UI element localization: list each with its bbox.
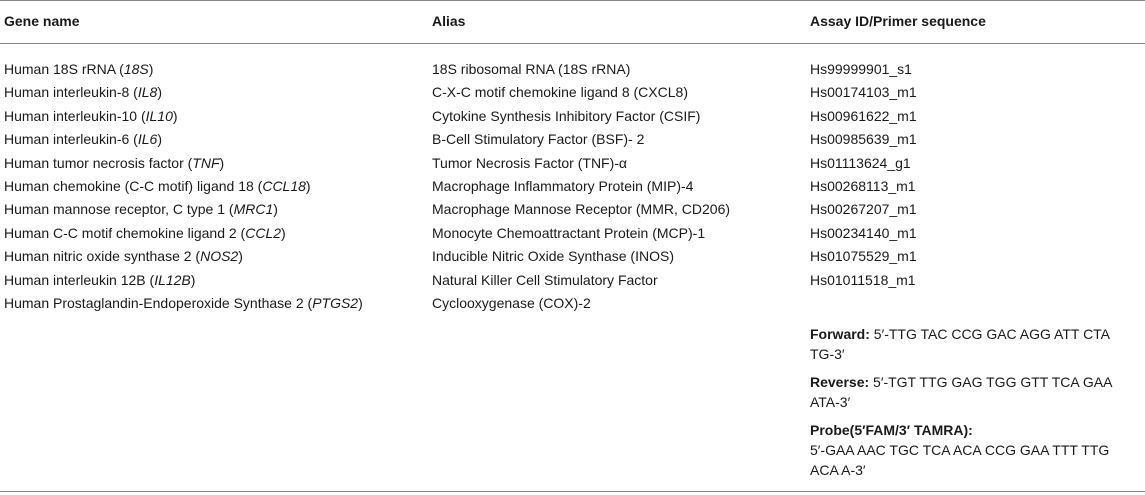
gene-name-cell: Human C-C motif chemokine ligand 2 (CCL2… [4,224,286,242]
gene-name-text: Human nitric oxide synthase 2 ( [4,248,201,265]
forward-label: Forward: [810,326,870,342]
reverse-primer: Reverse: 5′-TGT TTG GAG TGG GTT TCA GAA … [810,372,1145,412]
alias-cell: Tumor Necrosis Factor (TNF)-α [432,154,628,171]
gene-name-close: ) [281,224,286,241]
gene-name-text: Human interleukin-8 ( [4,84,138,101]
gene-name-text: Human tumor necrosis factor ( [4,154,193,171]
gene-symbol: MRC1 [233,201,274,218]
forward-primer: Forward: 5′-TTG TAC CCG GAC AGG ATT CTA … [810,324,1145,364]
gene-name-cell: Human chemokine (C-C motif) ligand 18 (C… [4,177,311,195]
assay-id-cell: Hs00174103_m1 [810,84,917,101]
header-gene-name: Gene name [4,13,80,29]
reverse-seq-line1: 5′-TGT TTG GAG TGG GTT TCA GAA [869,374,1113,390]
alias-cell: Cytokine Synthesis Inhibitory Factor (CS… [432,107,701,124]
table-row: Human chemokine (C-C motif) ligand 18 (C… [0,177,1145,200]
assay-id-cell: Hs00268113_m1 [810,177,916,194]
gene-symbol: 18S [123,61,149,77]
gene-name-text: Human interleukin-6 ( [4,131,138,148]
gene-symbol: IL8 [137,84,158,101]
gene-name-close: ) [190,271,196,288]
gene-symbol: CCL2 [245,224,282,241]
probe-primer: Probe(5′FAM/3′ TAMRA): 5′-GAA AAC TGC TC… [810,420,1145,480]
reverse-label: Reverse: [810,374,870,390]
header-rule [0,43,1145,44]
gene-name-close: ) [305,177,311,194]
gene-name-close: ) [238,248,243,265]
table-row: Human interleukin 12B (IL12B) Natural Kil… [0,271,1145,294]
gene-symbol: CCL18 [262,177,306,194]
header-alias: Alias [432,13,466,29]
assay-id-cell: Hs00985639_m1 [810,131,917,148]
table-row: Human interleukin-10 (IL10) Cytokine Synt… [0,107,1145,130]
gene-name-cell: Human nitric oxide synthase 2 (NOS2) [4,247,243,265]
alias-cell: Cyclooxygenase (COX)-2 [432,294,591,311]
gene-name-close: ) [219,154,225,171]
gene-name-close: ) [358,294,363,311]
gene-name-cell: Human mannose receptor, C type 1 (MRC1) [4,200,278,218]
alias-cell: B-Cell Stimulatory Factor (BSF)- 2 [432,131,645,148]
table-row: Human nitric oxide synthase 2 (NOS2) Indu… [0,247,1145,270]
gene-name-text: Human mannose receptor, C type 1 ( [4,201,234,218]
gene-name-close: ) [273,201,278,218]
probe-seq-line2: ACA A-3′ [810,462,866,478]
gene-name-text: Human interleukin-10 ( [4,107,146,124]
gene-symbol: TNF [192,154,220,171]
gene-name-cell: Human interleukin-8 (IL8) [4,83,162,101]
gene-name-text: Human Prostaglandin-Endoperoxide Synthas… [4,294,313,311]
table-row: Human tumor necrosis factor (TNF) Tumor N… [0,154,1145,177]
table-row: Human mannose receptor, C type 1 (MRC1) M… [0,200,1145,223]
gene-name-cell: Human Prostaglandin-Endoperoxide Synthas… [4,294,363,312]
gene-name-close: ) [157,84,162,101]
gene-symbol: NOS2 [200,248,239,265]
gene-name-text: Human C-C motif chemokine ligand 2 ( [4,224,246,241]
table-row: Human interleukin-6 (IL6) B-Cell Stimulat… [0,130,1145,153]
alias-cell: Monocyte Chemoattractant Protein (MCP)-1 [432,224,706,241]
assay-id-cell: Hs99999901_s1 [810,61,912,77]
table-row: Human 18S rRNA (18S) 18S ribosomal RNA (1… [0,60,1145,83]
ptgs2-primers: Forward: 5′-TTG TAC CCG GAC AGG ATT CTA … [810,324,1145,488]
gene-symbol: IL12B [154,271,191,288]
top-rule [0,0,1145,1]
gene-name-cell: Human interleukin-6 (IL6) [4,130,162,148]
gene-name-close: ) [157,131,162,148]
forward-seq-line1: 5′-TTG TAC CCG GAC AGG ATT CTA [869,326,1111,342]
assay-id-cell: Hs01011518_m1 [810,271,916,288]
alias-cell: Macrophage Mannose Receptor (MMR, CD206) [432,201,731,218]
probe-label: Probe(5′FAM/3′ TAMRA): [810,422,973,438]
table-row: Human C-C motif chemokine ligand 2 (CCL2… [0,224,1145,247]
assay-id-cell: Hs01075529_m1 [810,248,917,265]
alias-cell: Inducible Nitric Oxide Synthase (INOS) [432,248,674,265]
forward-seq-line2: TG-3′ [810,346,845,362]
header-assay-id: Assay ID/Primer sequence [810,13,986,29]
gene-symbol: PTGS2 [312,294,359,311]
alias-cell: Macrophage Inflammatory Protein (MIP)-4 [432,177,694,194]
assay-id-cell: Hs00267207_m1 [810,201,917,218]
gene-name-close: ) [148,61,154,77]
gene-name-cell: Human 18S rRNA (18S) [4,60,153,78]
alias-cell: Natural Killer Cell Stimulatory Factor [432,271,658,288]
assay-id-cell: Hs00961622_m1 [810,107,917,124]
table-row: Human Prostaglandin-Endoperoxide Synthas… [0,294,1145,317]
table-row: Human interleukin-8 (IL8) C-X-C motif che… [0,83,1145,106]
gene-name-text: Human interleukin 12B ( [4,271,155,288]
reverse-seq-line2: ATA-3′ [810,394,851,410]
table-body: Human 18S rRNA (18S) 18S ribosomal RNA (1… [0,60,1145,317]
gene-name-text: Human 18S rRNA ( [4,61,124,77]
alias-cell: C-X-C motif chemokine ligand 8 (CXCL8) [432,84,688,101]
bottom-rule [0,491,1145,492]
gene-name-text: Human chemokine (C-C motif) ligand 18 ( [4,177,263,194]
assay-id-cell: Hs01113624_g1 [810,154,911,171]
gene-name-close: ) [172,107,178,124]
gene-name-cell: Human interleukin-10 (IL10) [4,107,178,125]
alias-cell: 18S ribosomal RNA (18S rRNA) [432,61,631,77]
probe-seq-line1: 5′-GAA AAC TGC TCA ACA CCG GAA TTT TTG [810,442,1110,458]
gene-name-cell: Human tumor necrosis factor (TNF) [4,154,224,172]
gene-name-cell: Human interleukin 12B (IL12B) [4,271,195,289]
gene-symbol: IL6 [137,131,158,148]
assay-id-cell: Hs00234140_m1 [810,224,917,241]
gene-symbol: IL10 [145,107,173,124]
